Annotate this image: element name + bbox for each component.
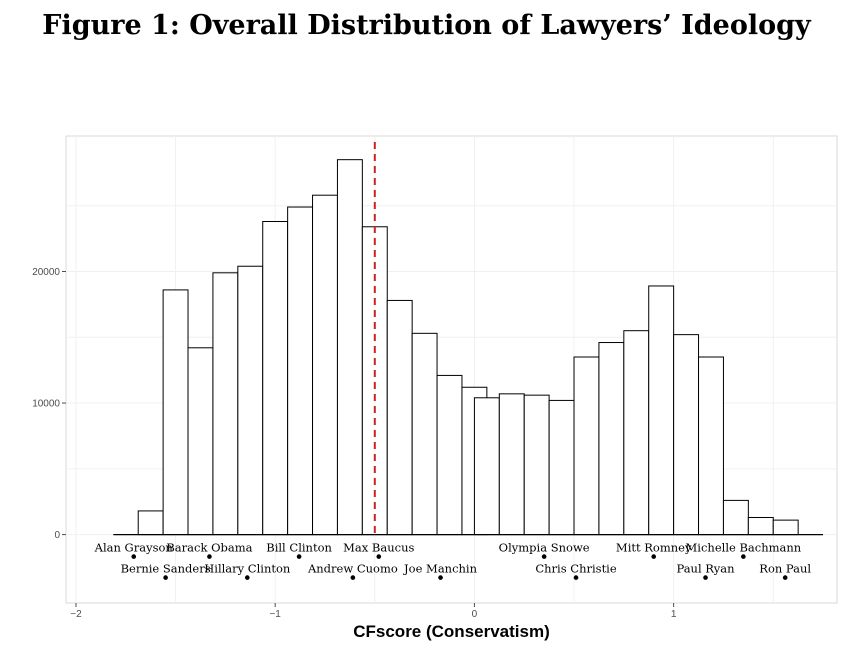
- politician-label: Olympia Snowe: [499, 541, 590, 555]
- politician-dot: [703, 575, 708, 580]
- politician-dot: [573, 575, 579, 580]
- politician-markers: Alan Grayson Bernie Sanders Barack Obama Hi…: [94, 541, 811, 580]
- histogram-bar: [187, 347, 214, 536]
- politician-label: Alan Grayson: [94, 541, 174, 555]
- histogram-bar: [623, 330, 650, 536]
- x-tick-label: 0: [472, 609, 478, 620]
- politician-dot: [207, 554, 212, 559]
- politician-dot: [741, 554, 746, 559]
- x-tick-label: −2: [70, 609, 82, 620]
- histogram-bar: [722, 499, 749, 536]
- y-tick-label: 20000: [32, 267, 60, 278]
- politician-label: Andrew Cuomo: [307, 562, 398, 576]
- politician-label: Paul Ryan: [676, 562, 735, 576]
- y-tick-label: 10000: [32, 399, 60, 410]
- politician-dot: [163, 575, 168, 580]
- histogram-bar: [548, 399, 575, 536]
- politician-dot: [376, 554, 382, 559]
- histogram-bar: [137, 510, 164, 536]
- politician-label: Barack Obama: [166, 541, 252, 555]
- politician-label: Hillary Clinton: [204, 562, 291, 576]
- politician-label: Mitt Romney: [616, 541, 692, 555]
- histogram-bar: [498, 393, 525, 536]
- politician-dot: [350, 575, 356, 580]
- histogram-bar: [336, 159, 363, 536]
- politician-dot: [651, 554, 657, 559]
- histogram-bar: [473, 397, 500, 536]
- histogram-bar: [747, 516, 774, 536]
- politician-dot: [131, 554, 137, 559]
- histogram-bar: [673, 334, 700, 536]
- histogram-bar: [262, 221, 289, 536]
- x-tick-label: 1: [671, 609, 677, 620]
- histogram-bar: [436, 374, 463, 536]
- politician-dot: [541, 554, 547, 559]
- politician-label: Ron Paul: [759, 562, 811, 576]
- histogram-bar: [162, 289, 189, 536]
- histogram-bar: [698, 356, 724, 536]
- politician-dot: [244, 575, 250, 580]
- histogram-bar: [648, 285, 675, 536]
- histogram-bar: [312, 194, 338, 536]
- y-tick-label: 0: [54, 530, 60, 541]
- histogram-bar: [237, 265, 264, 536]
- politician-label: Michelle Bachmann: [686, 541, 802, 555]
- histogram-bar: [411, 332, 438, 536]
- x-axis-ticks: −2 −1 0 1: [70, 603, 677, 620]
- politician-dot: [782, 575, 788, 580]
- politician-label: Max Baucus: [343, 541, 414, 555]
- histogram-bar: [212, 272, 239, 536]
- chart-title: Figure 1: Overall Distribution of Lawyer…: [42, 10, 811, 41]
- histogram-bar: [386, 299, 413, 536]
- histogram-bar: [523, 394, 550, 536]
- politician-label: Bill Clinton: [266, 541, 332, 555]
- politician-label: Bernie Sanders: [121, 562, 211, 576]
- politician-label: Chris Christie: [535, 562, 617, 576]
- histogram-bar: [287, 206, 314, 536]
- politician-dot: [296, 554, 302, 559]
- politician-dot: [438, 575, 443, 580]
- x-tick-label: −1: [269, 609, 281, 620]
- histogram-bar: [361, 226, 388, 536]
- histogram-bar: [772, 519, 799, 536]
- y-axis-ticks: 0 10000 20000: [32, 267, 66, 541]
- politician-label: Joe Manchin: [403, 562, 478, 576]
- x-axis-label: CFscore (Conservatism): [353, 622, 550, 641]
- histogram-bar: [573, 356, 600, 536]
- histogram-bar: [598, 342, 625, 536]
